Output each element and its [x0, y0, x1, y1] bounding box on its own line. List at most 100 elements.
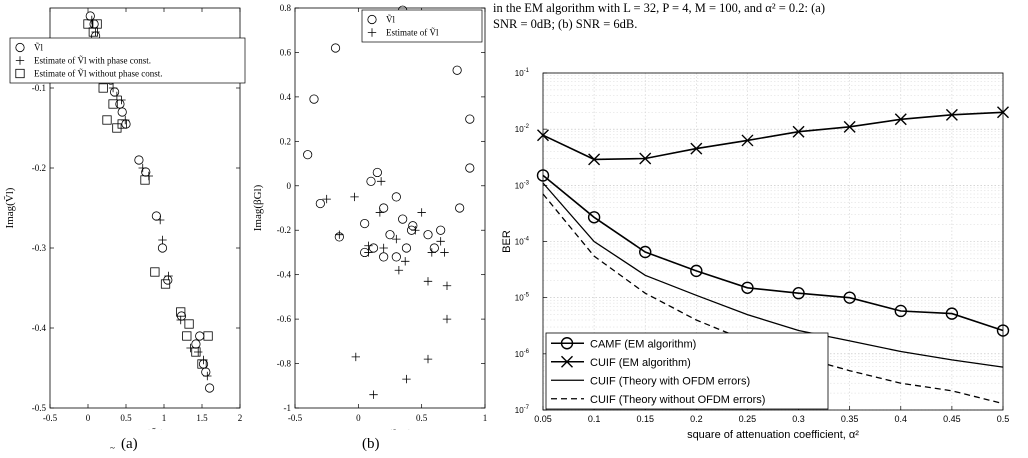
- x-axis-label: square of attenuation coefficient, α²: [687, 429, 859, 441]
- data-point: [197, 359, 207, 369]
- series-2: [542, 182, 1004, 368]
- x-tick-label: 0: [356, 413, 361, 423]
- data-point: [366, 176, 376, 186]
- data-point: [639, 152, 652, 165]
- data-point: [741, 134, 754, 147]
- data-point: [392, 234, 401, 244]
- data-point: [385, 230, 395, 240]
- data-point: [335, 230, 344, 239]
- data-point: [117, 107, 127, 117]
- data-point: [536, 169, 550, 182]
- data-point: [91, 27, 100, 37]
- plot-frame: [49, 7, 241, 409]
- legend-marker: [15, 42, 25, 53]
- data-point: [156, 215, 165, 225]
- x-tick-label: 2: [238, 413, 243, 423]
- x-axis-label: Real(Ṽl): [126, 428, 165, 430]
- data-point: [112, 91, 122, 101]
- y-axis-label: Imag(βGl): [252, 184, 264, 231]
- data-point: [92, 19, 102, 29]
- data-point: [369, 390, 378, 399]
- data-point: [176, 307, 186, 317]
- data-point: [158, 235, 167, 245]
- series-1: [322, 177, 452, 399]
- data-point: [350, 192, 359, 202]
- legend-marker: [367, 14, 377, 25]
- data-point: [440, 248, 449, 257]
- data-point: [411, 226, 420, 235]
- data-point: [843, 291, 856, 304]
- data-point: [423, 230, 433, 240]
- series-0: [303, 5, 475, 262]
- data-point: [402, 374, 411, 384]
- data-point: [537, 129, 549, 142]
- x-tick-label: 0.35: [841, 414, 859, 424]
- data-point: [996, 324, 1010, 337]
- data-point: [134, 155, 144, 165]
- y-tick-label: 10-4: [515, 237, 530, 247]
- x-tick-label: 0.05: [534, 414, 552, 424]
- legend-label: CUIF (Theory with OFDM errors): [590, 375, 750, 387]
- x-tick-label: 0.4: [895, 414, 908, 424]
- x-tick-label: 1: [162, 413, 167, 423]
- legend-label: Ṽl: [34, 43, 43, 53]
- data-point: [191, 339, 201, 349]
- y-tick-label: -0.2: [277, 225, 291, 235]
- data-point: [423, 354, 433, 364]
- data-point: [372, 167, 382, 178]
- caption-line-2: SNR = 0dB; (b) SNR = 6dB.: [493, 17, 638, 31]
- data-point: [330, 43, 341, 53]
- data-point: [997, 106, 1009, 119]
- data-point: [88, 27, 98, 37]
- caption-line-1: in the EM algorithm with L = 32, P = 4, …: [493, 1, 825, 15]
- series-0: [536, 169, 1010, 337]
- data-point: [945, 307, 959, 320]
- data-point: [391, 252, 401, 262]
- y-tick-label: 0: [287, 181, 292, 191]
- x-tick-label: 0.5: [120, 413, 132, 423]
- y-tick-label: -0.5: [32, 403, 47, 413]
- y-tick-label: -0.3: [32, 243, 47, 253]
- data-point: [639, 245, 652, 259]
- x-tick-label: 0.15: [636, 414, 654, 424]
- data-point: [351, 352, 360, 362]
- legend-marker: [15, 68, 25, 79]
- y-tick-label: -1: [284, 403, 292, 413]
- data-point: [401, 243, 412, 253]
- x-tick-label: 0.45: [943, 414, 961, 424]
- data-point: [436, 237, 445, 246]
- data-point: [379, 252, 389, 262]
- data-point: [368, 243, 379, 253]
- x-tick-label: 0.5: [416, 413, 428, 423]
- x-tick-label: -0.5: [288, 413, 303, 423]
- data-point: [442, 314, 452, 324]
- data-point: [364, 248, 373, 257]
- data-point: [150, 267, 160, 277]
- y-tick-label: 0.8: [280, 3, 292, 13]
- y-tick-label: 10-5: [515, 293, 530, 303]
- x-tick-label: 1.5: [196, 413, 208, 423]
- caption-bottom-fragment: ~: [110, 443, 115, 453]
- data-point: [376, 177, 386, 186]
- data-point: [315, 198, 325, 209]
- y-axis-label: Imag(Ṽl): [4, 187, 16, 228]
- data-point: [442, 281, 452, 290]
- data-point: [117, 119, 127, 129]
- y-tick-label: -0.4: [32, 323, 47, 333]
- data-point: [690, 264, 703, 278]
- legend-label: CUIF (Theory without OFDM errors): [590, 394, 765, 406]
- data-point: [379, 243, 388, 253]
- y-tick-label: 0.2: [280, 136, 291, 146]
- data-point: [398, 214, 408, 224]
- data-point: [417, 208, 426, 217]
- data-point: [151, 211, 161, 221]
- data-point: [465, 163, 475, 173]
- data-point: [894, 304, 907, 318]
- chart-b: -0.5 0 0.5 1 -1 -0.8 -0.6 -0.4 -0.2 0 0.2 0.4 0.6 0.8…: [252, 3, 487, 430]
- legend-label: Estimate of Ṽl with phase const.: [34, 56, 151, 66]
- legend-label: Estimate of Ṽl without phase const.: [34, 69, 162, 79]
- data-point: [843, 120, 856, 133]
- data-point: [379, 203, 389, 213]
- data-point: [98, 83, 108, 93]
